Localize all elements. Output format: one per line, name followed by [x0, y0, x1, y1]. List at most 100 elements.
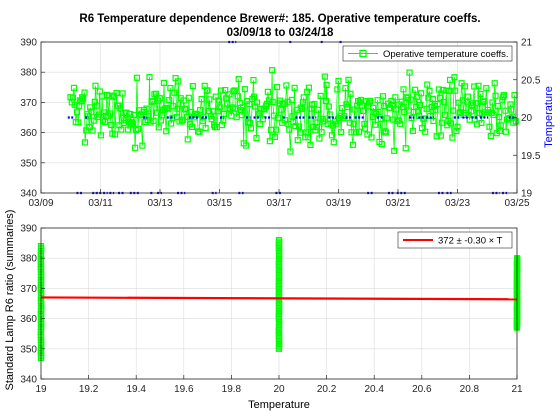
top-series-marker — [500, 92, 508, 99]
top-series-marker — [370, 104, 377, 111]
top-series-marker — [429, 95, 436, 103]
top-series-marker — [265, 97, 272, 104]
top-series-marker — [338, 129, 345, 136]
top-series-marker — [193, 110, 200, 117]
top-x-tick-label: 03/11 — [88, 198, 113, 209]
top-series-marker — [407, 96, 414, 103]
top-series-marker — [291, 84, 298, 91]
top-series-marker — [459, 97, 466, 104]
top-series-marker — [374, 97, 381, 104]
top-series-marker — [432, 107, 439, 114]
chart-title-line2: 03/09/18 to 03/24/18 — [227, 27, 334, 39]
bottom-x-tick-label: 20.4 — [364, 384, 384, 395]
top-series-marker — [494, 103, 501, 110]
top-series-marker — [90, 117, 97, 124]
top-series-marker — [502, 128, 510, 135]
top-series-marker — [389, 116, 397, 123]
bottom-x-tick-label: 19 — [35, 384, 47, 395]
top-series-marker — [75, 119, 82, 126]
top-series-marker — [113, 89, 120, 97]
top-series-marker — [126, 110, 134, 118]
top-series-marker — [449, 134, 456, 141]
top-series-marker — [397, 120, 404, 127]
top-series-marker — [150, 117, 157, 124]
top-y2-tick-label: 19 — [521, 189, 533, 200]
top-series-marker — [315, 106, 322, 113]
top-series-marker — [134, 125, 142, 132]
top-series-marker — [480, 98, 487, 106]
top-series-marker — [273, 83, 281, 91]
top-series-marker — [508, 106, 515, 113]
top-series-marker — [361, 125, 369, 132]
top-series-marker — [71, 101, 78, 108]
top-series-marker — [304, 88, 311, 96]
bottom-ticks: 19 19.2 19.4 19.6 19.8 20 20.2 20.4 20.6 20.8 21 34… — [20, 224, 523, 396]
top-series-marker — [143, 105, 150, 112]
bottom-x-tick-label: 21 — [511, 384, 523, 395]
top-series-marker — [396, 117, 403, 124]
top-series-marker — [292, 122, 299, 129]
bottom-y-tick-label: 390 — [20, 224, 37, 235]
top-series-marker — [217, 87, 225, 94]
top-series-marker — [108, 121, 115, 129]
top-series-marker — [345, 76, 352, 83]
top-series-marker — [437, 132, 444, 139]
top-x-tick-label: 03/19 — [326, 198, 351, 209]
top-series-marker — [117, 105, 124, 112]
top-series-marker — [451, 74, 458, 81]
top-series-marker — [382, 128, 389, 135]
top-series-marker — [225, 105, 232, 112]
top-x-tick-label: 03/13 — [147, 198, 172, 209]
top-series-marker — [155, 124, 162, 131]
top-series-marker — [286, 126, 293, 133]
top-series-marker — [247, 125, 255, 132]
top-series-marker — [492, 92, 499, 99]
top-y-tick-label: 350 — [20, 158, 37, 169]
top-series-marker — [234, 93, 241, 100]
top-series-marker — [318, 129, 325, 136]
top-series-marker — [238, 111, 245, 119]
top-series-marker — [288, 96, 295, 104]
top-x-tick-label: 03/15 — [207, 198, 232, 209]
top-series-marker — [382, 129, 389, 136]
top-series-marker — [478, 119, 485, 126]
bottom-x-tick-label: 19.2 — [79, 384, 99, 395]
top-series-marker — [406, 69, 413, 76]
top-series-marker — [426, 87, 433, 94]
bottom-y-tick-label: 340 — [20, 375, 37, 386]
top-series-marker — [171, 89, 178, 96]
top-series-marker — [323, 81, 330, 88]
top-series-marker — [311, 100, 318, 108]
top-series-marker — [166, 97, 173, 104]
top-series-marker — [86, 124, 93, 131]
top-x-tick-label: 03/17 — [266, 198, 291, 209]
top-series-marker — [359, 107, 367, 114]
bottom-x-axis-label: Temperature — [248, 399, 310, 411]
top-series-marker — [454, 123, 461, 130]
top-series-marker — [216, 104, 223, 111]
top-series-marker — [305, 134, 312, 141]
top-series-marker — [496, 114, 503, 121]
top-series-marker — [235, 76, 242, 83]
top-series-marker — [196, 107, 204, 114]
top-series-marker — [295, 123, 303, 130]
top-series-marker — [216, 97, 223, 104]
top-series-marker — [512, 118, 519, 125]
top-series-marker — [202, 125, 209, 132]
top-series-marker — [269, 67, 276, 74]
top-series-marker — [409, 127, 416, 135]
top-series-marker — [81, 89, 88, 96]
top-series-marker — [281, 100, 288, 107]
top-series-marker — [475, 82, 482, 89]
top-series-marker — [483, 85, 490, 92]
top-series-marker — [204, 87, 211, 94]
top-series-marker — [81, 139, 89, 146]
top-series-marker — [139, 142, 146, 149]
top-series-marker — [489, 99, 496, 106]
top-series-marker — [287, 148, 294, 155]
top-series-marker — [208, 116, 215, 123]
top-series-marker — [468, 101, 475, 109]
bottom-legend-box — [397, 231, 513, 249]
chart-title-line1: R6 Temperature dependence Brewer#: 185. … — [79, 13, 480, 25]
top-series-marker — [444, 122, 451, 129]
